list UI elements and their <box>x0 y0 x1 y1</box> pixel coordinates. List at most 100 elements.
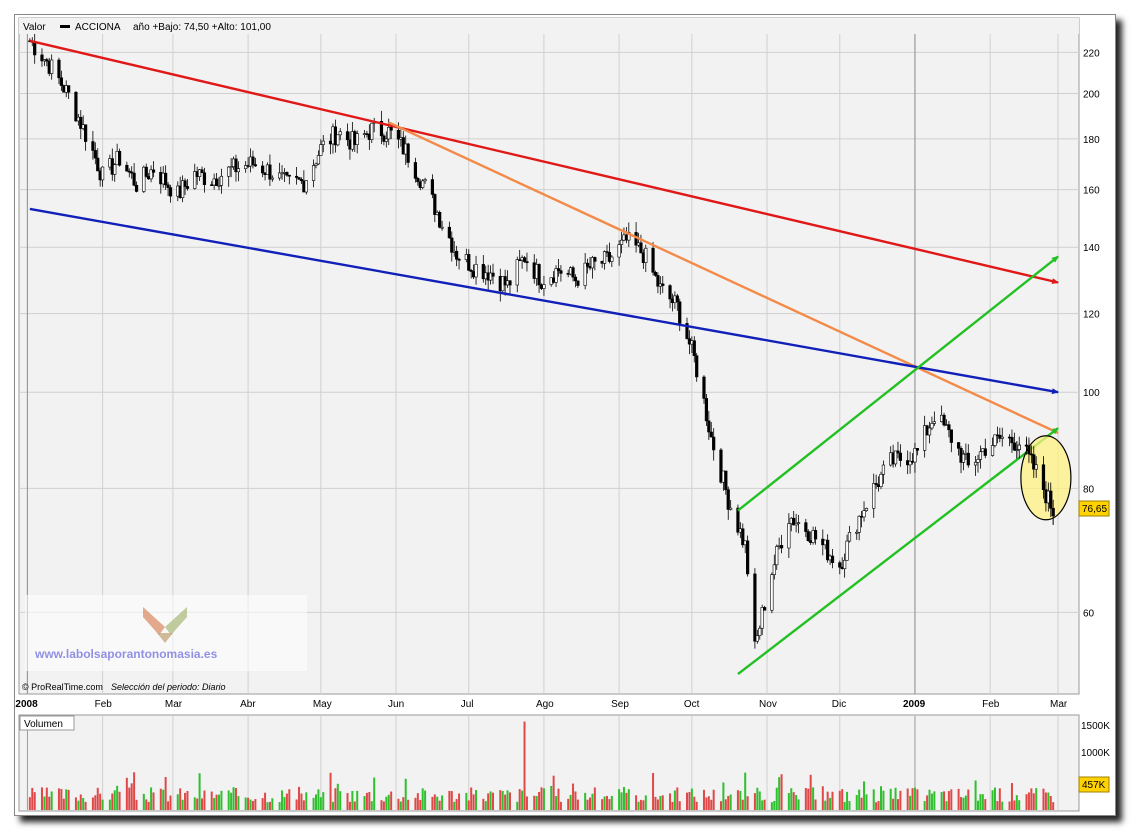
volume-bar <box>1030 788 1033 810</box>
volume-bar <box>940 792 943 810</box>
candle-body <box>253 164 257 167</box>
x-tick-label: Ago <box>536 699 554 710</box>
candle-body <box>707 420 711 433</box>
volume-bar <box>50 791 53 810</box>
volume-bar <box>896 799 899 810</box>
candle-body <box>421 180 425 188</box>
volume-bar <box>147 801 150 810</box>
header-valor-label: Valor <box>23 22 46 33</box>
volume-bar <box>77 800 80 810</box>
candle-body <box>796 522 801 524</box>
volume-bar <box>438 800 441 810</box>
volume-bar <box>113 790 116 810</box>
volume-bar <box>603 796 606 810</box>
volume-bar <box>300 793 303 810</box>
volume-bar <box>472 794 475 810</box>
volume-bar <box>84 801 87 810</box>
candle-body <box>644 247 648 263</box>
candle-body <box>185 186 190 189</box>
volume-bar <box>618 789 621 810</box>
volume-bar <box>899 790 902 810</box>
price-grid <box>19 34 1079 694</box>
volume-bar <box>787 793 790 810</box>
volume-bar <box>652 772 655 810</box>
volume-bar <box>492 792 495 810</box>
volume-bar <box>467 800 470 810</box>
candle-body <box>149 169 153 180</box>
candle-body <box>1000 436 1004 439</box>
candle-body <box>430 179 434 195</box>
volume-bar <box>693 796 696 810</box>
candle-body <box>775 546 779 566</box>
volume-bar <box>858 789 861 810</box>
volume-bar <box>193 797 196 810</box>
volume-bar <box>382 801 385 810</box>
volume-bar <box>676 787 679 810</box>
volume-bar <box>28 797 31 810</box>
volume-bar <box>373 777 376 810</box>
volume-bar <box>249 799 252 810</box>
volume-bar <box>911 788 914 810</box>
volume-bar <box>230 792 233 810</box>
volume-bar <box>535 796 538 810</box>
volume-bar <box>1049 795 1052 810</box>
candle-body <box>234 158 238 173</box>
volume-bar <box>1047 792 1050 810</box>
volume-bar <box>841 789 844 810</box>
volume-bar <box>501 790 504 810</box>
volume-bar <box>729 794 732 810</box>
volume-bar <box>659 795 662 810</box>
candle-body <box>79 116 83 129</box>
candle-body <box>338 131 342 136</box>
candle-body <box>961 453 966 463</box>
volume-bar <box>775 787 778 810</box>
volume-bar <box>487 793 490 810</box>
candle-body <box>692 340 696 356</box>
volume-bar <box>586 799 589 810</box>
volume-bar <box>538 791 541 810</box>
volume-panel <box>18 714 1080 812</box>
volume-bar <box>203 790 206 810</box>
volume-bar <box>152 792 155 810</box>
volume-bar <box>865 794 868 810</box>
volume-bar <box>210 791 213 810</box>
candle-body <box>134 184 139 192</box>
volume-bar <box>950 789 953 810</box>
volume-bar <box>960 797 963 810</box>
volume-bar <box>96 787 99 810</box>
volume-bar <box>712 789 715 810</box>
candle-body <box>678 301 682 324</box>
volume-bar <box>484 801 487 810</box>
candle-body <box>433 194 437 215</box>
candle-body <box>675 295 679 303</box>
candle-body <box>91 141 95 151</box>
candle-body <box>787 523 791 549</box>
candle-body <box>130 171 134 174</box>
candle-body <box>571 267 575 278</box>
volume-bar <box>880 786 883 810</box>
volume-bar <box>346 793 349 810</box>
candle-body <box>763 607 767 611</box>
candle-body <box>1051 507 1055 517</box>
volume-bar <box>780 774 783 810</box>
volume-bar <box>329 772 332 810</box>
volume-bar <box>407 799 410 810</box>
candle-body <box>712 436 716 451</box>
candle-body <box>488 272 493 281</box>
volume-bar <box>390 791 393 810</box>
volume-bar <box>838 790 841 810</box>
volume-bar <box>298 786 301 810</box>
volume-bar <box>702 789 705 810</box>
candle-body <box>45 59 49 62</box>
volume-bar <box>763 799 766 810</box>
candle-body <box>966 452 970 466</box>
volume-bar <box>882 790 885 810</box>
volume-bar <box>523 721 526 810</box>
volume-bar <box>45 787 48 810</box>
candle-body <box>384 138 388 142</box>
candle-body <box>760 607 764 629</box>
candle-body <box>932 421 936 424</box>
candle-body <box>993 434 997 446</box>
candle-body <box>695 355 699 378</box>
candle-body <box>294 175 299 178</box>
